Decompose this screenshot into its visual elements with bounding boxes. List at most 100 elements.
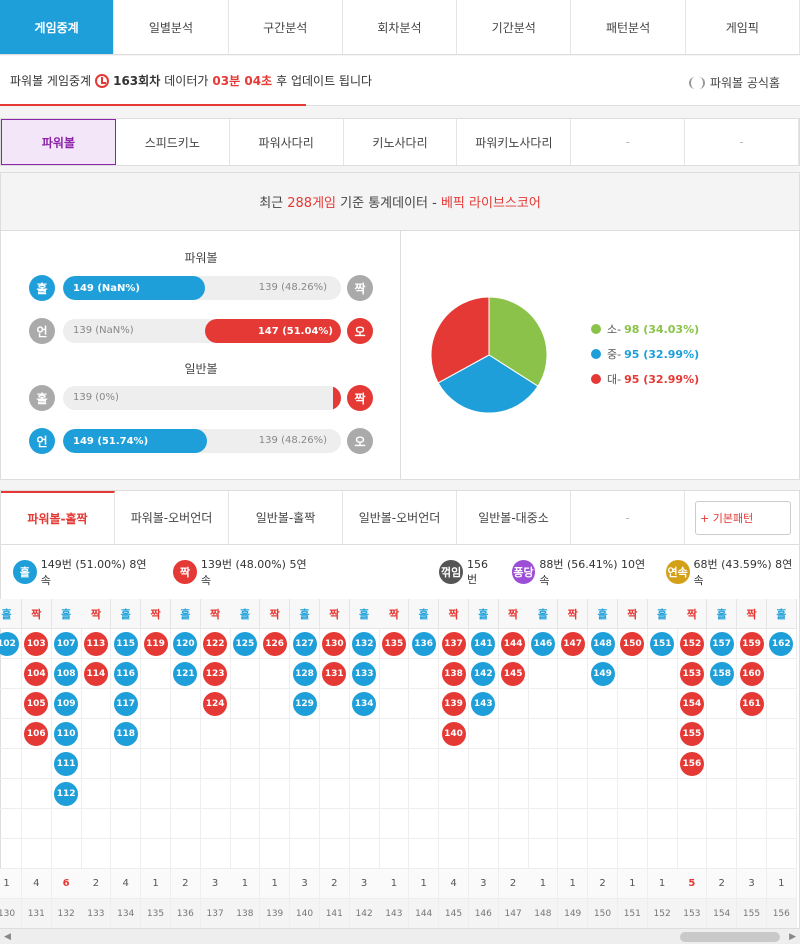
even-badge: 짝 — [173, 560, 197, 584]
column-header: 짝 — [141, 599, 171, 629]
grid-cell: 141 — [468, 629, 499, 659]
grid-cell — [379, 719, 410, 749]
column-header: 홀 — [647, 599, 678, 629]
grid-cell — [170, 839, 201, 869]
tab-4[interactable]: 기간분석 — [457, 0, 572, 54]
pattern-column: 짝 150 1 151 — [617, 599, 648, 929]
grid-cell — [707, 779, 738, 809]
grid-cell: 113 — [81, 629, 112, 659]
tab-0[interactable]: 게임중계 — [0, 0, 115, 54]
grid-cell — [260, 779, 291, 809]
column-header: 짝 — [200, 599, 231, 629]
grid-cell — [468, 749, 499, 779]
pattern-column: 짝 137 138 139 140 4 145 — [439, 599, 469, 929]
grid-cell — [528, 659, 559, 689]
column-header: 짝 — [498, 599, 529, 629]
scroll-right-icon[interactable]: ▶ — [789, 932, 796, 942]
grid-cell — [498, 719, 529, 749]
scroll-thumb[interactable] — [680, 932, 780, 942]
column-header: 짝 — [21, 599, 52, 629]
round-ball: 107 — [54, 631, 79, 656]
grid-cell: 116 — [111, 659, 142, 689]
grid-cell — [81, 839, 112, 869]
alternate-badge: 퐁당 — [511, 560, 536, 584]
streak-count: 1 — [528, 869, 559, 899]
grid-cell — [528, 809, 559, 839]
grid-cell — [617, 719, 648, 749]
subnav-tab-2[interactable]: 파워사다리 — [230, 119, 344, 165]
round-ball: 122 — [203, 631, 228, 656]
subnav-tab-5[interactable]: - — [571, 119, 686, 165]
column-header: 홀 — [290, 599, 320, 629]
round-ball: 131 — [322, 661, 347, 686]
column-header: 홀 — [230, 599, 261, 629]
round-number: 156 — [766, 899, 797, 929]
grid-cell — [141, 779, 171, 809]
round-number: 130 — [0, 899, 22, 929]
grid-cell: 127 — [290, 629, 320, 659]
round-number: 143 — [379, 899, 410, 929]
pattern-tab-1[interactable]: 파워볼-오버언더 — [115, 491, 229, 544]
streak-count: 4 — [21, 869, 52, 899]
scroll-left-icon[interactable]: ◀ — [4, 932, 11, 942]
streak-count: 2 — [319, 869, 350, 899]
pattern-column: 짝 159 160 161 3 155 — [737, 599, 767, 929]
streak-stat: 68번 (43.59%) 8연속 — [693, 558, 793, 587]
subnav-tab-1[interactable]: 스피드키노 — [116, 119, 230, 165]
column-header: 홀 — [51, 599, 82, 629]
tab-3[interactable]: 회차분석 — [343, 0, 458, 54]
tab-2[interactable]: 구간분석 — [229, 0, 343, 54]
round-ball: 145 — [501, 661, 526, 686]
grid-cell: 160 — [737, 659, 767, 689]
subnav-tab-4[interactable]: 파워키노사다리 — [457, 119, 572, 165]
grid-cell: 137 — [439, 629, 469, 659]
grid-cell — [617, 809, 648, 839]
odd-stat: 149번 (51.00%) 8연속 — [40, 558, 147, 587]
grid-cell — [0, 779, 22, 809]
pie-panel: 소 - 98 (34.03%) 중 - 95 (32.99%) 대 - 95 (32… — [401, 231, 799, 479]
grid-cell — [349, 719, 380, 749]
pattern-tab-2[interactable]: 일반볼-홀짝 — [229, 491, 343, 544]
basic-pattern-button[interactable]: + 기본패턴 — [695, 501, 791, 535]
pattern-tab-3[interactable]: 일반볼-오버언더 — [343, 491, 457, 544]
pattern-column: 홀 148 149 2 150 — [588, 599, 618, 929]
pattern-tab-4[interactable]: 일반볼-대중소 — [457, 491, 571, 544]
grid-cell — [290, 779, 320, 809]
odd-badge: 홀 — [13, 560, 37, 584]
grid-cell — [349, 749, 380, 779]
subnav-tab-6[interactable]: - — [685, 119, 800, 165]
round-number: 153 — [677, 899, 708, 929]
pattern-column: 짝 113 114 2 133 — [81, 599, 112, 929]
subnav-tab-0[interactable]: 파워볼 — [1, 119, 116, 165]
tab-5[interactable]: 패턴분석 — [571, 0, 686, 54]
grid-cell — [111, 749, 142, 779]
streak-count: 3 — [200, 869, 231, 899]
powerball-title: 파워볼 — [184, 251, 218, 265]
grid-cell: 112 — [51, 779, 82, 809]
official-link[interactable]: 파워볼 공식홈 — [688, 74, 780, 91]
horizontal-scrollbar[interactable]: ◀ ▶ — [0, 928, 800, 944]
tab-1[interactable]: 일별분석 — [114, 0, 229, 54]
streak-count: 1 — [558, 869, 589, 899]
subnav-tab-3[interactable]: 키노사다리 — [344, 119, 458, 165]
ratio-fill: 149 (NaN%) — [63, 276, 205, 300]
round-ball: 108 — [54, 661, 79, 686]
grid-cell — [0, 839, 22, 869]
pattern-column: 홀 132 133 134 3 142 — [349, 599, 380, 929]
round-ball: 152 — [679, 631, 704, 656]
grid-cell — [230, 659, 261, 689]
pattern-tab-5[interactable]: - — [571, 491, 685, 544]
streak-count: 2 — [707, 869, 738, 899]
grid-cell — [617, 749, 648, 779]
pie-slice-2 — [430, 296, 490, 384]
grid-cell — [647, 689, 678, 719]
round-ball: 149 — [590, 661, 615, 686]
round-ball: 154 — [679, 691, 704, 716]
grid-cell: 151 — [647, 629, 678, 659]
grid-cell — [200, 719, 231, 749]
tab-6[interactable]: 게임픽 — [686, 0, 800, 54]
grid-cell: 149 — [588, 659, 618, 689]
ratio-row-2: 홀 139 (0%) 149 (51.74%) 짝 — [29, 385, 375, 411]
grid-cell — [21, 809, 52, 839]
pattern-tab-0[interactable]: 파워볼-홀짝 — [1, 491, 115, 544]
